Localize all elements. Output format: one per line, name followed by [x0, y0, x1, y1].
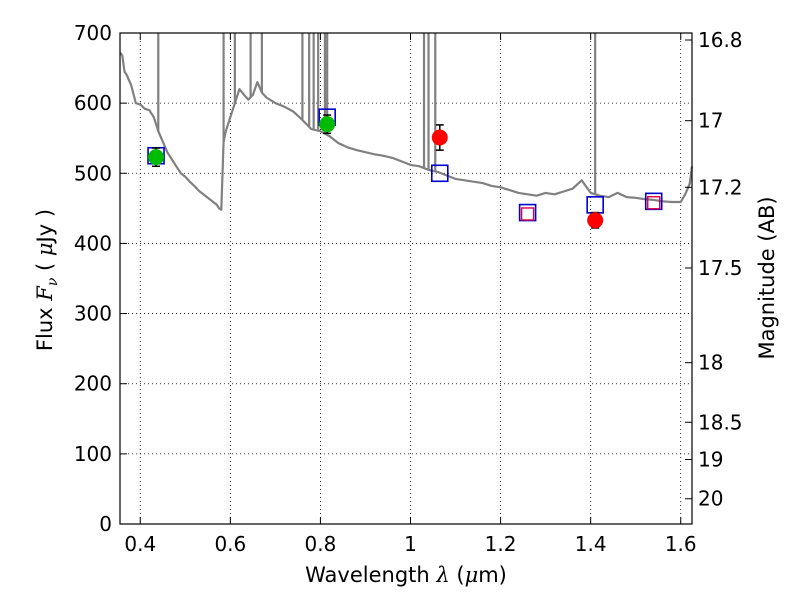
photometry-points [147, 108, 663, 229]
y2-tick-label: 20 [698, 487, 723, 511]
model-spectrum [119, 33, 694, 211]
x-axis-label: Wavelength λ (μm) [305, 563, 507, 587]
plot-frame [119, 32, 693, 525]
observed-point [587, 212, 604, 229]
x-tick-label: 1 [404, 532, 417, 556]
model-flux-box-inner [520, 207, 535, 221]
model-flux-box [586, 196, 604, 214]
y-tick-label: 700 [74, 21, 112, 45]
spectrum-line [119, 51, 694, 211]
y-axis-label: Flux Fν ( μJy ) [33, 209, 61, 351]
y-tick-label: 500 [74, 161, 112, 185]
y-tick-label: 300 [74, 302, 112, 326]
y2-tick-label: 19 [698, 447, 723, 471]
observed-point [431, 129, 448, 146]
observed-point [148, 149, 165, 166]
y2-tick-label: 18 [698, 351, 723, 375]
axis-ticks: 0.4 0.6 0.8 1 1.2 1.4 1.6 0 100 200 300 400 500 600 70… [74, 21, 743, 556]
y-tick-label: 400 [74, 231, 112, 255]
model-flux-box-inner [647, 196, 661, 210]
y2-tick-label: 16.8 [698, 28, 743, 52]
y2-tick-label: 17.5 [698, 256, 743, 280]
y-tick-label: 200 [74, 372, 112, 396]
x-tick-label: 0.4 [124, 532, 156, 556]
model-flux-box [430, 164, 449, 183]
y-tick-label: 600 [74, 91, 112, 115]
y2-tick-label: 17 [698, 109, 723, 133]
y-tick-label: 0 [99, 512, 112, 536]
y2-tick-label: 18.5 [698, 410, 743, 434]
y2-axis-label: Magnitude (AB) [755, 196, 779, 359]
x-tick-label: 1.6 [665, 532, 697, 556]
x-tick-label: 0.6 [214, 532, 246, 556]
observed-point [319, 116, 336, 133]
y-tick-label: 100 [74, 442, 112, 466]
y2-tick-label: 17.2 [698, 175, 743, 199]
grid-lines [120, 32, 692, 525]
x-tick-label: 1.4 [575, 532, 607, 556]
x-tick-label: 1.2 [485, 532, 517, 556]
x-tick-label: 0.8 [305, 532, 337, 556]
